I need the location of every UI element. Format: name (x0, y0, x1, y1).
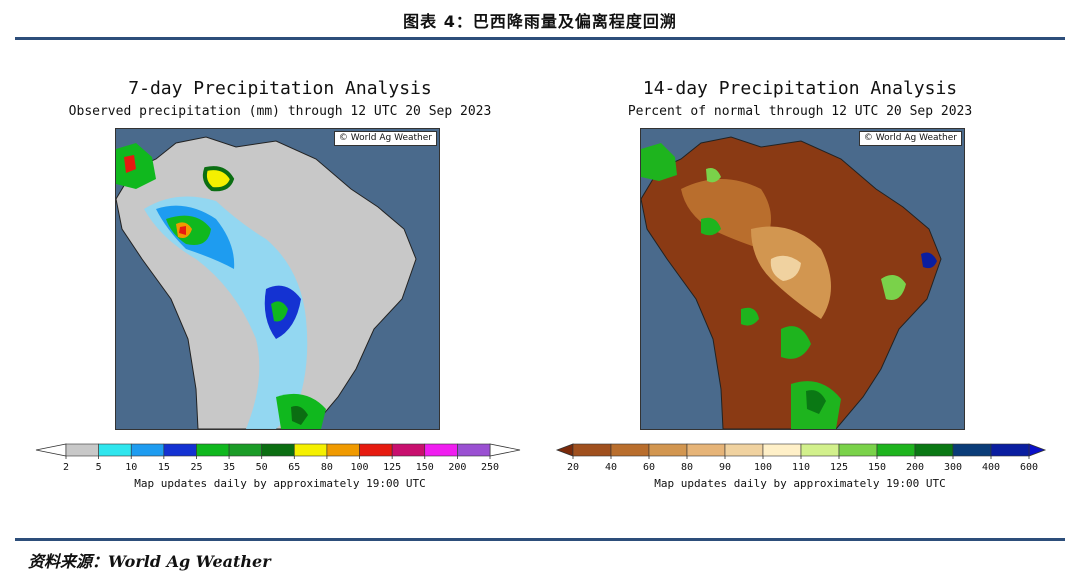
precip-7day-panel: 7-day Precipitation Analysis Observed pr… (30, 74, 530, 494)
colorbar-swatch (990, 443, 1030, 457)
colorbar-tick-label: 50 (256, 462, 268, 473)
colorbar-tick-label: 200 (448, 462, 466, 473)
chart-title: 7-day Precipitation Analysis (128, 78, 432, 99)
colorbar-swatch (294, 443, 328, 457)
colorbar-swatch (130, 443, 165, 457)
colorbar-tick-label: 300 (944, 462, 962, 473)
colorbar-tick-label: 200 (906, 462, 924, 473)
colorbar-tick-label: 15 (158, 462, 170, 473)
colorbar-arrow-high (1028, 443, 1047, 457)
colorbar-swatch (261, 443, 295, 457)
colorbar-swatch (326, 443, 360, 457)
colorbar-swatch (686, 443, 726, 457)
colorbar-swatch (572, 443, 612, 457)
colorbar-swatch (457, 443, 491, 457)
chart-subtitle: Percent of normal through 12 UTC 20 Sep … (627, 104, 973, 119)
colorbar-swatch (876, 443, 916, 457)
figure-title: 图表 4：巴西降雨量及偏离程度回溯 (403, 12, 677, 31)
colorbar-tick-label: 35 (223, 462, 235, 473)
colorbar-tick-label: 2 (63, 462, 69, 473)
colorbar-tick-label: 5 (96, 462, 102, 473)
colorbar-tick-label: 150 (416, 462, 434, 473)
percent-normal-map: © World Ag Weather (640, 128, 965, 430)
colorbar-swatch (391, 443, 426, 457)
colorbar-tick-label: 110 (792, 462, 810, 473)
colorbar-tick-label: 150 (868, 462, 886, 473)
source-note: 资料来源：World Ag Weather (28, 552, 271, 571)
colorbar-swatch (610, 443, 650, 457)
colorbar: 2 5 10 15 25 35 50 65 80 100 125 150 200 250 (30, 442, 530, 473)
colorbar: 20 40 60 80 90 100 110 125 150 200 300 400 600 (545, 442, 1055, 473)
colorbar-swatch (724, 443, 764, 457)
colorbar-swatch (228, 443, 262, 457)
colorbar-tick-label: 10 (125, 462, 137, 473)
colorbar-arrow-high (489, 443, 521, 457)
colorbar-tick-label: 125 (830, 462, 848, 473)
colorbar-tick-label: 600 (1020, 462, 1038, 473)
colorbar-swatch (424, 443, 458, 457)
map-graphic (641, 129, 964, 429)
colorbar-swatch (952, 443, 992, 457)
colorbar-tick-label: 250 (481, 462, 499, 473)
colorbar-tick-label: 100 (754, 462, 772, 473)
colorbar-tick-label: 20 (567, 462, 579, 473)
precip-map: © World Ag Weather (115, 128, 440, 430)
colorbar-arrow-low (555, 443, 574, 457)
colorbar-swatch (838, 443, 878, 457)
update-note: Map updates daily by approximately 19:00… (134, 477, 426, 490)
colorbar-swatch (648, 443, 688, 457)
map-graphic (116, 129, 439, 429)
update-note: Map updates daily by approximately 19:00… (654, 477, 946, 490)
colorbar-arrow-low (35, 443, 67, 457)
colorbar-swatch (163, 443, 197, 457)
colorbar-swatch (762, 443, 802, 457)
colorbar-swatch (800, 443, 840, 457)
colorbar-tick-label: 40 (605, 462, 617, 473)
bottom-rule (15, 538, 1065, 541)
colorbar-graphic: 20 40 60 80 90 100 110 125 150 200 300 400 600 (555, 443, 1047, 473)
colorbar-tick-label: 125 (383, 462, 401, 473)
colorbar-swatch (98, 443, 132, 457)
colorbar-tick-label: 25 (190, 462, 202, 473)
map-credit: © World Ag Weather (858, 131, 962, 146)
colorbar-swatch (359, 443, 393, 457)
colorbar-swatch (65, 443, 99, 457)
colorbar-tick-label: 80 (681, 462, 693, 473)
colorbar-tick-label: 65 (288, 462, 300, 473)
colorbar-tick-label: 60 (643, 462, 655, 473)
chart-subtitle: Observed precipitation (mm) through 12 U… (68, 104, 492, 119)
chart-title: 14-day Precipitation Analysis (642, 78, 958, 99)
colorbar-tick-label: 400 (982, 462, 1000, 473)
colorbar-graphic: 2 5 10 15 25 35 50 65 80 100 125 150 200 250 (35, 443, 521, 473)
colorbar-tick-label: 100 (351, 462, 369, 473)
map-credit: © World Ag Weather (333, 131, 437, 146)
top-rule (15, 37, 1065, 40)
colorbar-swatch (914, 443, 954, 457)
percent-normal-14day-panel: 14-day Precipitation Analysis Percent of… (545, 74, 1055, 494)
colorbar-tick-label: 90 (719, 462, 731, 473)
colorbar-tick-label: 80 (321, 462, 333, 473)
colorbar-swatch (196, 443, 230, 457)
